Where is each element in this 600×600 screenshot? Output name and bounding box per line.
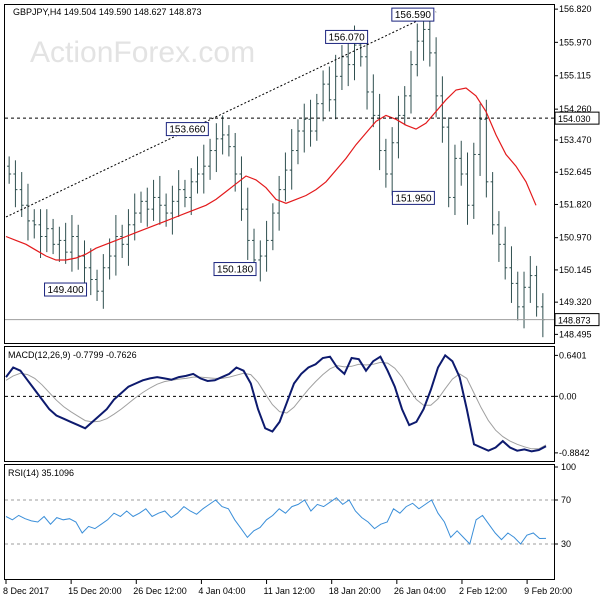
x-tick-label: 2 Feb 12:00 xyxy=(459,586,507,596)
price-y-axis: 156.820 155.970 155.115 154.260 153.470 152.6… xyxy=(554,4,592,339)
price-label-box xyxy=(325,29,369,44)
price-label-box xyxy=(165,122,209,137)
rsi-y-tick-label: 100 xyxy=(561,462,576,472)
resistance-price-box xyxy=(554,111,600,125)
price-y-tick-label: 151.820 xyxy=(559,199,592,209)
price-y-tick-label: 154.260 xyxy=(559,104,592,114)
trend-line xyxy=(5,11,437,218)
price-y-tick-label: 152.645 xyxy=(559,167,592,177)
macd-line xyxy=(5,353,547,453)
x-tick-label: 8 Dec 2017 xyxy=(3,586,49,596)
price-y-tick-label: 148.495 xyxy=(559,329,592,339)
x-tick-label: 18 Jan 20:00 xyxy=(329,586,381,596)
rsi-panel-frame xyxy=(4,464,555,580)
price-y-tick-label: 155.970 xyxy=(559,37,592,47)
rsi-y-tick-label: 70 xyxy=(561,495,571,505)
price-label-box xyxy=(44,282,88,297)
last-price-label: 148.873 xyxy=(558,316,591,326)
price-y-tick-label: 153.470 xyxy=(559,135,592,145)
macd-y-tick-label: -0.8842 xyxy=(559,448,590,458)
price-label-box xyxy=(213,262,257,277)
x-tick-label: 26 Dec 12:00 xyxy=(133,586,187,596)
price-panel-frame xyxy=(4,4,555,344)
price-label-text: 156.590 xyxy=(395,10,432,21)
moving-average-line xyxy=(5,87,537,261)
macd-lines xyxy=(5,353,554,453)
last-price-box xyxy=(554,313,600,327)
rsi-panel: RSI(14) 35.1096 100 70 30 xyxy=(4,462,576,580)
macd-panel-frame xyxy=(4,346,555,462)
rsi-y-tick-label: 30 xyxy=(561,539,571,549)
price-y-tick-label: 150.145 xyxy=(559,265,592,275)
x-tick-label: 9 Feb 20:00 xyxy=(524,586,572,596)
resistance-price-label: 154.030 xyxy=(558,114,591,124)
price-label-box xyxy=(391,7,435,22)
price-y-tick-label: 156.820 xyxy=(559,4,592,14)
rsi-lines xyxy=(5,497,554,545)
watermark: ActionForex.com xyxy=(30,36,255,69)
macd-y-tick-label: 0.00 xyxy=(559,391,577,401)
price-y-tick-label: 155.115 xyxy=(559,71,591,81)
macd-panel-title: MACD(12,26,9) -0.7799 -0.7626 xyxy=(8,350,137,360)
macd-signal-line xyxy=(5,361,547,450)
price-label-text: 151.950 xyxy=(395,193,432,204)
rsi-y-axis: 100 70 30 xyxy=(554,462,576,549)
price-y-tick-label: 150.970 xyxy=(559,233,592,243)
price-y-tick-label: 149.320 xyxy=(559,297,592,307)
price-label-text: 150.180 xyxy=(217,265,254,276)
macd-panel: MACD(12,26,9) -0.7799 -0.7626 0.6401 0.00… xyxy=(4,346,590,462)
price-panel-title: GBPJPY,H4 149.504 149.590 148.627 148.87… xyxy=(13,7,202,17)
rsi-panel-title: RSI(14) 35.1096 xyxy=(8,468,74,478)
price-label-box xyxy=(391,190,435,205)
price-panel: GBPJPY,H4 149.504 149.590 148.627 148.87… xyxy=(4,4,600,344)
x-tick-label: 26 Jan 04:00 xyxy=(394,586,446,596)
x-tick-label: 4 Jan 04:00 xyxy=(198,586,245,596)
macd-y-axis: 0.6401 0.00 -0.8842 xyxy=(554,350,590,458)
price-annotations: 154.030 148.873 149.400 153.660 150.180 156.0… xyxy=(5,7,600,327)
price-label-text: 153.660 xyxy=(169,125,206,136)
x-tick-label: 15 Dec 20:00 xyxy=(68,586,122,596)
x-axis: 8 Dec 2017 15 Dec 20:00 26 Dec 12:00 4 Jan … xyxy=(3,580,572,596)
macd-y-tick-label: 0.6401 xyxy=(559,350,587,360)
rsi-line xyxy=(5,497,547,545)
price-label-text: 149.400 xyxy=(48,285,85,296)
x-tick-label: 11 Jan 12:00 xyxy=(264,586,315,596)
price-label-text: 156.070 xyxy=(329,32,366,43)
